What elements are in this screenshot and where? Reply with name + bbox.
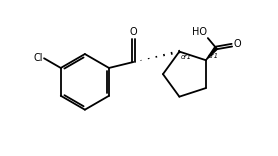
Text: or1: or1 bbox=[208, 53, 219, 59]
Text: O: O bbox=[233, 39, 241, 49]
Text: or1: or1 bbox=[181, 54, 192, 60]
Polygon shape bbox=[206, 47, 217, 60]
Text: Cl: Cl bbox=[34, 53, 43, 63]
Text: HO: HO bbox=[192, 27, 207, 37]
Text: O: O bbox=[130, 27, 137, 37]
